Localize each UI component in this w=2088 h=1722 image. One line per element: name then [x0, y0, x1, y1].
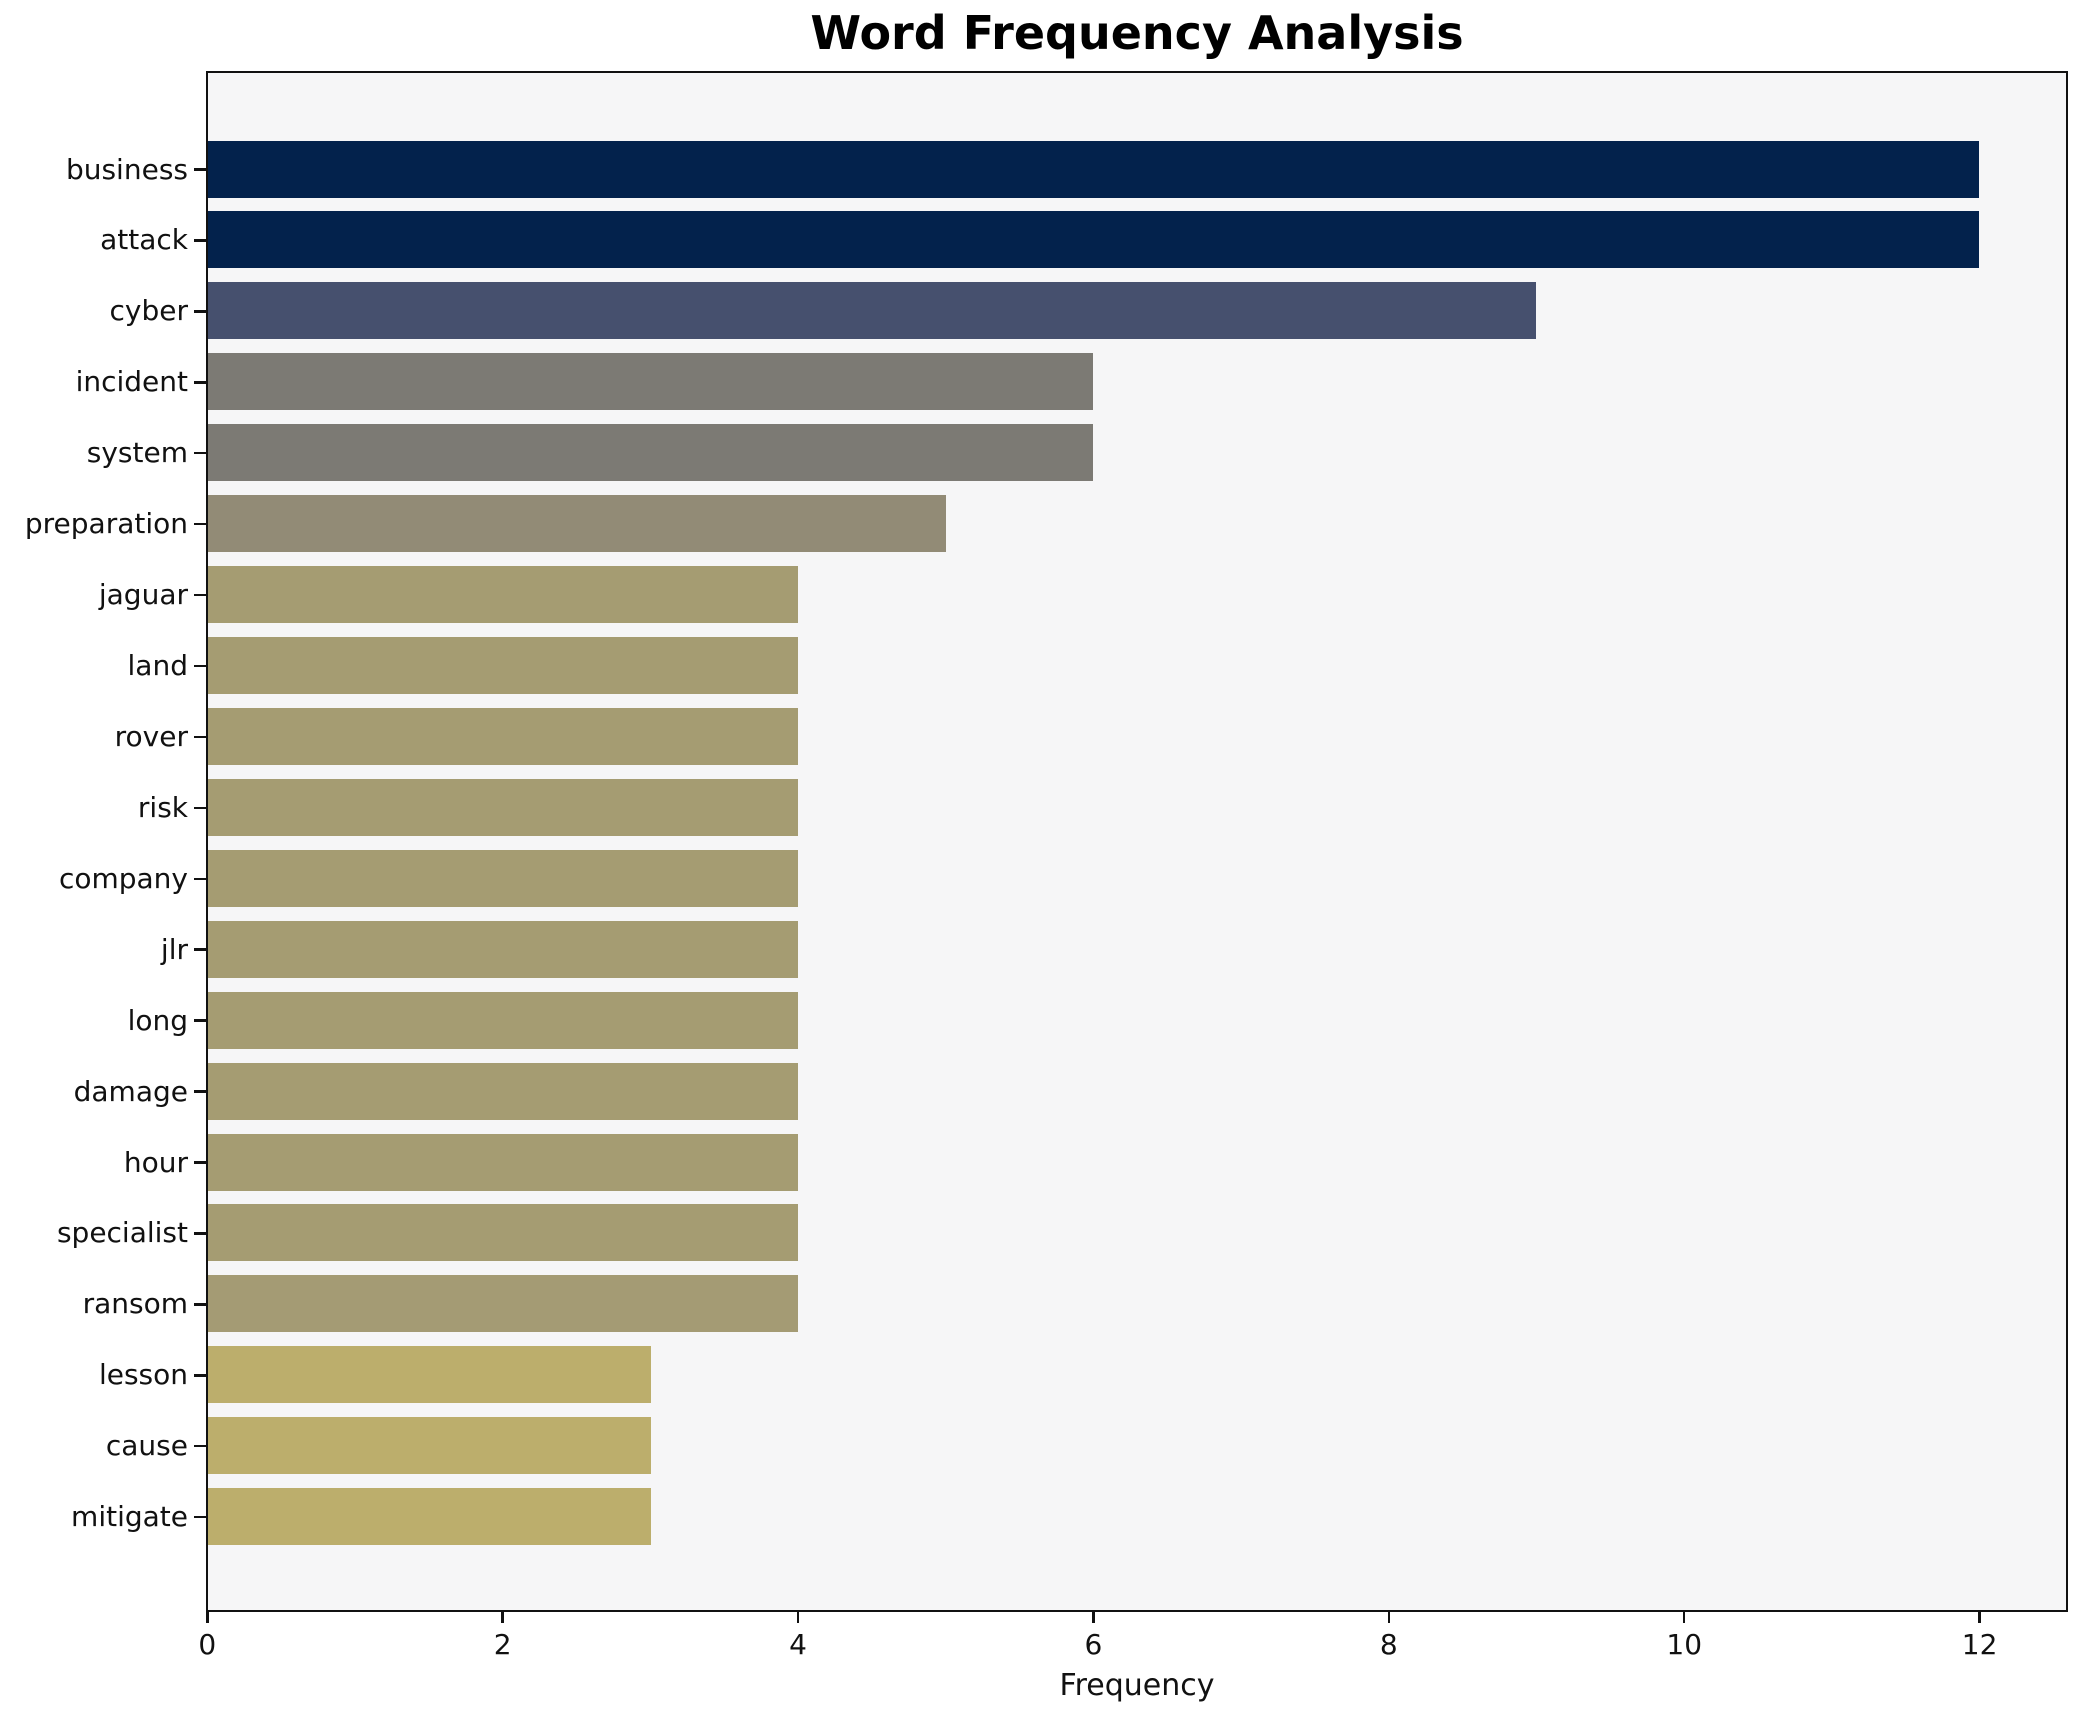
y-tick-mark [194, 1232, 206, 1235]
y-tick-label-long: long [127, 1003, 188, 1037]
y-tick-label-lesson: lesson [98, 1358, 188, 1392]
x-axis-label: Frequency [1059, 1668, 1215, 1703]
x-tick-label-12: 12 [1961, 1628, 1998, 1661]
x-tick-label-10: 10 [1666, 1628, 1703, 1661]
bar-cyber [208, 282, 1537, 340]
y-tick-mark [194, 310, 206, 313]
x-tick-mark [206, 1612, 209, 1623]
chart-title: Word Frequency Analysis [810, 6, 1464, 60]
bar-ransom [208, 1275, 799, 1333]
y-tick-label-specialist: specialist [56, 1216, 188, 1250]
y-tick-mark [194, 735, 206, 739]
bar-jaguar [208, 566, 799, 624]
bar-hour [208, 1133, 799, 1191]
y-tick-label-risk: risk [137, 790, 188, 824]
y-tick-mark [194, 1019, 206, 1022]
x-tick-label-6: 6 [1084, 1628, 1103, 1661]
bar-attack [208, 211, 1979, 269]
x-tick-mark [1682, 1612, 1686, 1623]
bar-long [208, 991, 799, 1049]
y-tick-mark [194, 1303, 206, 1306]
bar-cause [208, 1417, 651, 1475]
y-tick-mark [194, 664, 206, 668]
y-tick-mark [194, 522, 206, 526]
y-tick-mark [194, 877, 206, 881]
y-tick-label-company: company [58, 861, 188, 895]
bar-damage [208, 1062, 799, 1120]
y-tick-label-cause: cause [105, 1429, 188, 1463]
x-tick-label-8: 8 [1379, 1628, 1398, 1661]
x-tick-mark [1978, 1612, 1981, 1623]
x-tick-label-4: 4 [789, 1628, 807, 1661]
y-tick-mark [194, 381, 206, 384]
y-tick-label-preparation: preparation [24, 507, 188, 541]
y-tick-label-land: land [127, 649, 188, 682]
bar-jlr [208, 920, 799, 978]
bar-system [208, 424, 1094, 482]
bar-mitigate [208, 1488, 651, 1546]
bar-lesson [208, 1346, 651, 1404]
bar-rover [208, 707, 799, 765]
x-tick-mark [1387, 1612, 1391, 1623]
y-tick-mark [194, 239, 206, 242]
y-tick-label-mitigate: mitigate [71, 1500, 188, 1534]
y-tick-mark [194, 168, 206, 171]
y-tick-label-jaguar: jaguar [98, 578, 188, 612]
bar-land [208, 637, 799, 694]
y-tick-mark [194, 948, 206, 951]
bar-specialist [208, 1204, 799, 1262]
y-tick-mark [194, 1090, 206, 1093]
y-tick-mark [194, 1515, 206, 1519]
y-tick-label-hour: hour [123, 1145, 188, 1179]
y-tick-label-damage: damage [73, 1074, 188, 1108]
y-tick-mark [194, 451, 206, 455]
y-tick-label-ransom: ransom [82, 1287, 188, 1321]
bar-incident [208, 353, 1094, 411]
y-tick-mark [194, 1444, 206, 1448]
y-tick-mark [194, 593, 206, 597]
plot-area [206, 71, 2068, 1612]
y-tick-mark [194, 1161, 206, 1164]
y-tick-label-system: system [86, 436, 188, 470]
y-tick-label-rover: rover [114, 719, 188, 753]
y-tick-label-cyber: cyber [109, 294, 188, 328]
y-tick-mark [194, 1374, 206, 1377]
bar-risk [208, 778, 799, 836]
y-tick-label-jlr: jlr [160, 932, 188, 966]
y-tick-label-attack: attack [100, 223, 188, 257]
x-tick-mark [501, 1612, 504, 1623]
x-tick-mark [796, 1612, 800, 1623]
y-tick-label-incident: incident [75, 365, 188, 399]
x-tick-mark [1092, 1612, 1095, 1623]
bar-company [208, 849, 799, 907]
y-tick-mark [194, 806, 206, 810]
x-tick-label-2: 2 [493, 1628, 512, 1661]
bar-business [208, 140, 1979, 198]
y-tick-label-business: business [65, 152, 188, 186]
bar-preparation [208, 495, 946, 553]
x-tick-label-0: 0 [198, 1628, 217, 1661]
